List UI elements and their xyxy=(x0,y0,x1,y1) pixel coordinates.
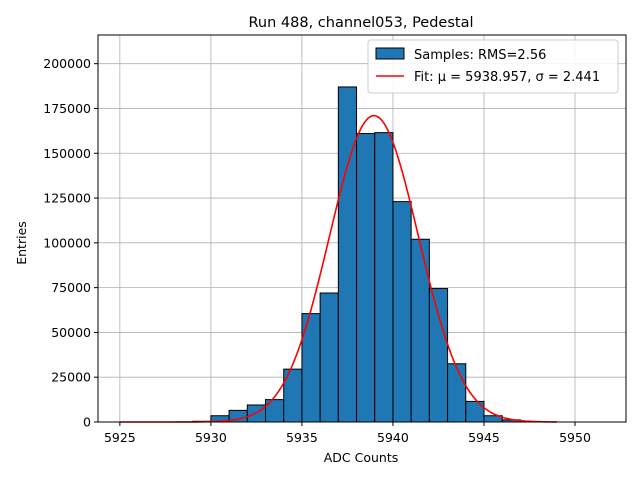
x-axis-ticks: 5925 5930 5935 5940 5945 5950 xyxy=(104,422,591,445)
histogram-bar xyxy=(392,201,412,423)
legend: Samples: RMS=2.56 Fit: μ = 5938.957, σ =… xyxy=(367,39,619,94)
legend-histogram-label: Samples: RMS=2.56 xyxy=(414,48,546,63)
histogram-bar xyxy=(356,133,376,423)
y-tick-label: 175000 xyxy=(43,101,91,116)
x-tick-label: 5945 xyxy=(468,430,500,445)
x-tick-label: 5925 xyxy=(104,430,136,445)
y-tick-label: 75000 xyxy=(51,280,91,295)
histogram-bar xyxy=(374,132,394,423)
x-tick-label: 5940 xyxy=(377,430,409,445)
y-tick-label: 0 xyxy=(83,415,91,430)
histogram-bar xyxy=(428,288,449,423)
x-axis-label: ADC Counts xyxy=(324,450,399,465)
y-tick-label: 25000 xyxy=(51,370,91,385)
legend-fit-label: Fit: μ = 5938.957, σ = 2.441 xyxy=(414,70,600,85)
x-tick-label: 5950 xyxy=(559,430,591,445)
y-tick-label: 50000 xyxy=(51,325,91,340)
histogram-bar xyxy=(319,292,339,423)
y-tick-label: 200000 xyxy=(43,56,91,71)
histogram-bar xyxy=(447,363,467,423)
y-tick-label: 125000 xyxy=(43,191,91,206)
x-tick-label: 5930 xyxy=(195,430,227,445)
y-axis-label: Entries xyxy=(14,221,29,265)
y-tick-label: 100000 xyxy=(43,235,91,250)
chart-title: Run 488, channel053, Pedestal xyxy=(248,15,473,31)
y-axis-ticks: 0 25000 50000 75000 100000 125000 150000 175000… xyxy=(43,56,98,430)
histogram-bar xyxy=(410,238,430,423)
legend-histogram-swatch xyxy=(375,47,405,60)
legend-frame xyxy=(367,39,619,94)
histogram-bar xyxy=(337,86,358,423)
x-tick-label: 5935 xyxy=(286,430,318,445)
y-tick-label: 150000 xyxy=(43,146,91,161)
axes-frame xyxy=(97,34,627,423)
